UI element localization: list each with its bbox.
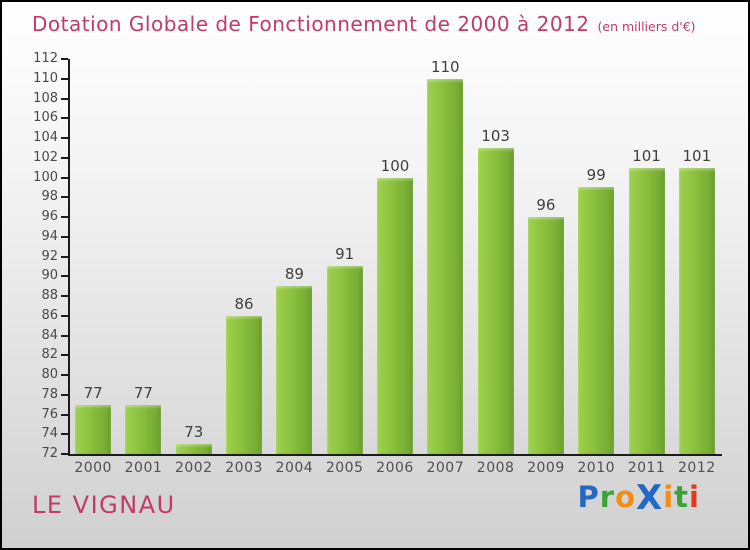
- y-axis-tick: [61, 453, 68, 455]
- y-axis-tick: [61, 354, 68, 357]
- logo-letter-x: X: [636, 478, 664, 518]
- bar-value-label: 77: [83, 383, 103, 402]
- bar-value-label: 73: [184, 423, 204, 442]
- y-axis-tick: [61, 77, 68, 80]
- bar-value-label: 99: [586, 166, 606, 185]
- x-category-label: 2003: [225, 460, 263, 476]
- x-category-label: 2005: [325, 460, 364, 476]
- y-tick-label: 102: [33, 149, 58, 165]
- bar-value-label: 89: [284, 265, 304, 284]
- x-category-label: 2009: [527, 460, 565, 476]
- bar: [527, 217, 564, 454]
- bar: [628, 167, 665, 454]
- x-axis-line: [68, 454, 722, 456]
- logo-letter: P: [577, 480, 600, 514]
- bar: [326, 266, 363, 454]
- logo-letter: r: [599, 480, 616, 514]
- y-tick-label: 110: [33, 70, 58, 86]
- bar-value-label: 96: [536, 196, 556, 214]
- y-axis-line: [68, 59, 70, 456]
- bar: [276, 286, 313, 454]
- chart-subtitle: (en milliers d'€): [597, 19, 696, 34]
- y-tick-label: 86: [41, 307, 58, 323]
- bar: [175, 444, 212, 454]
- bar-value-label: 86: [234, 294, 254, 313]
- y-tick-label: 104: [33, 130, 58, 145]
- y-tick-label: 90: [41, 268, 58, 284]
- y-axis-tick: [61, 176, 68, 179]
- y-axis-tick: [61, 295, 68, 297]
- y-axis-tick: [61, 216, 68, 218]
- logo-letter: i: [689, 480, 700, 514]
- x-category-label: 2010: [577, 460, 616, 476]
- y-axis-tick: [61, 275, 68, 278]
- bar: [125, 404, 162, 454]
- x-category-label: 2011: [627, 460, 666, 476]
- y-tick-label: 100: [33, 169, 58, 185]
- y-axis-tick: [61, 433, 68, 436]
- y-axis-tick: [61, 196, 68, 199]
- y-tick-label: 98: [41, 189, 58, 205]
- bar-value-label: 100: [380, 156, 410, 175]
- y-tick-label: 80: [41, 367, 58, 382]
- logo-letter: i: [663, 480, 675, 514]
- bar-value-label: 77: [133, 383, 153, 402]
- x-category-label: 2001: [124, 460, 163, 476]
- y-tick-label: 92: [41, 248, 58, 264]
- bar: [377, 177, 413, 454]
- proxiti-logo: ProXiti: [577, 480, 700, 515]
- y-tick-label: 82: [41, 347, 58, 363]
- chart-title: Dotation Globale de Fonctionnement de 20…: [32, 12, 590, 36]
- y-tick-label: 72: [41, 446, 58, 461]
- y-tick-label: 88: [41, 288, 58, 303]
- bar: [578, 187, 615, 454]
- y-tick-label: 84: [41, 327, 58, 343]
- y-axis-tick: [61, 117, 68, 120]
- y-axis-tick: [61, 137, 68, 139]
- bar-value-label: 110: [430, 57, 460, 76]
- logo-letter: t: [674, 480, 690, 514]
- x-category-label: 2007: [426, 460, 465, 476]
- y-axis-tick: [61, 334, 68, 337]
- bar: [226, 315, 263, 454]
- y-axis-tick: [61, 393, 68, 396]
- location-label: LE VIGNAU: [32, 491, 176, 519]
- y-tick-label: 96: [41, 209, 58, 224]
- bar: [678, 167, 715, 454]
- x-category-label: 2004: [275, 460, 314, 476]
- y-axis-tick: [61, 374, 68, 376]
- y-tick-label: 74: [41, 426, 58, 442]
- y-axis-tick: [61, 156, 68, 159]
- y-tick-label: 112: [33, 51, 58, 66]
- y-axis-tick: [61, 235, 68, 238]
- y-axis-tick: [61, 413, 68, 416]
- y-tick-label: 78: [41, 386, 58, 402]
- y-tick-label: 106: [33, 110, 58, 126]
- bar-value-label: 103: [481, 126, 510, 145]
- bar-value-label: 91: [335, 245, 355, 264]
- title-row: Dotation Globale de Fonctionnement de 20…: [32, 12, 696, 36]
- y-axis-tick: [61, 255, 68, 258]
- bar-value-label: 101: [682, 146, 712, 165]
- x-category-label: 2008: [476, 460, 515, 476]
- y-axis-tick: [61, 314, 68, 317]
- x-category-label: 2006: [376, 460, 414, 476]
- bar: [75, 404, 112, 454]
- y-tick-label: 76: [41, 406, 58, 422]
- y-tick-label: 94: [41, 228, 58, 244]
- y-tick-label: 108: [33, 90, 58, 106]
- bar-value-label: 101: [632, 146, 661, 165]
- y-axis-tick: [61, 58, 68, 60]
- bar: [477, 147, 514, 454]
- y-axis-tick: [61, 97, 68, 100]
- bar: [427, 78, 464, 454]
- x-category-label: 2012: [678, 460, 716, 476]
- x-category-label: 2002: [174, 460, 213, 476]
- x-category-label: 2000: [74, 460, 112, 476]
- logo-letter: o: [615, 480, 636, 514]
